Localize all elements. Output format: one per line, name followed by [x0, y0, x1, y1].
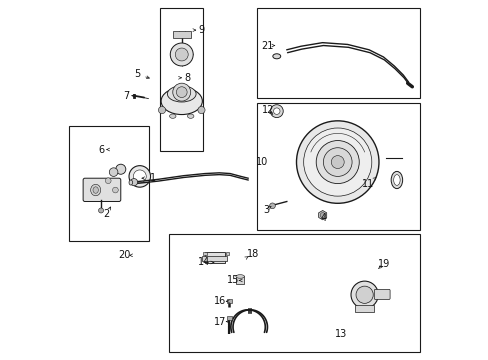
- Circle shape: [296, 121, 378, 203]
- Circle shape: [320, 213, 325, 218]
- Circle shape: [355, 286, 372, 303]
- Text: 18: 18: [247, 248, 259, 258]
- Bar: [225, 252, 229, 255]
- Bar: [354, 305, 373, 312]
- Circle shape: [133, 170, 146, 183]
- FancyBboxPatch shape: [373, 289, 389, 300]
- Text: 1: 1: [150, 173, 156, 183]
- Text: 8: 8: [183, 73, 190, 83]
- Text: 20: 20: [118, 250, 130, 260]
- Circle shape: [323, 148, 351, 176]
- Text: 5: 5: [134, 69, 140, 79]
- Bar: [203, 252, 206, 255]
- Ellipse shape: [187, 114, 194, 118]
- Circle shape: [269, 203, 275, 209]
- Circle shape: [303, 128, 371, 196]
- Bar: [235, 276, 244, 284]
- Bar: [204, 252, 224, 263]
- Bar: [257, 8, 419, 98]
- Text: 16: 16: [214, 296, 226, 306]
- Text: 2: 2: [103, 209, 109, 219]
- Circle shape: [172, 83, 190, 101]
- Circle shape: [116, 164, 125, 174]
- Ellipse shape: [90, 184, 101, 196]
- Bar: [227, 299, 231, 303]
- Ellipse shape: [390, 171, 402, 189]
- Circle shape: [109, 168, 118, 176]
- Circle shape: [198, 107, 204, 114]
- Text: 4: 4: [320, 213, 326, 222]
- Circle shape: [170, 43, 193, 66]
- Bar: [69, 126, 149, 241]
- Bar: [160, 8, 203, 151]
- Circle shape: [316, 140, 359, 184]
- Bar: [257, 103, 419, 230]
- Circle shape: [350, 281, 378, 309]
- Circle shape: [130, 179, 137, 186]
- Text: 3: 3: [263, 206, 268, 216]
- Text: 11: 11: [361, 179, 374, 189]
- Text: 21: 21: [261, 41, 273, 50]
- Text: 13: 13: [334, 329, 347, 339]
- Circle shape: [99, 208, 103, 213]
- Bar: [226, 316, 231, 320]
- Text: 17: 17: [213, 317, 226, 327]
- Circle shape: [273, 108, 280, 114]
- Ellipse shape: [235, 275, 244, 278]
- Circle shape: [330, 156, 344, 168]
- Circle shape: [158, 107, 165, 114]
- Text: 9: 9: [198, 25, 204, 35]
- Ellipse shape: [272, 54, 280, 59]
- Ellipse shape: [167, 86, 196, 102]
- Bar: [202, 256, 227, 261]
- Text: 12: 12: [261, 105, 273, 115]
- Circle shape: [112, 187, 118, 193]
- Circle shape: [176, 87, 187, 98]
- FancyBboxPatch shape: [83, 178, 121, 202]
- Ellipse shape: [393, 175, 399, 185]
- Text: 10: 10: [255, 157, 267, 167]
- Text: 6: 6: [98, 144, 104, 154]
- Circle shape: [105, 178, 111, 184]
- Text: 15: 15: [226, 275, 239, 285]
- Ellipse shape: [169, 114, 176, 118]
- Ellipse shape: [129, 180, 132, 185]
- Circle shape: [270, 105, 283, 118]
- Text: 14: 14: [198, 257, 210, 267]
- Circle shape: [129, 166, 150, 187]
- Text: 7: 7: [123, 91, 129, 101]
- Ellipse shape: [161, 87, 202, 114]
- Circle shape: [175, 48, 188, 61]
- Ellipse shape: [93, 187, 98, 193]
- Text: 19: 19: [377, 259, 389, 269]
- Bar: [172, 31, 190, 38]
- Bar: [169, 234, 419, 352]
